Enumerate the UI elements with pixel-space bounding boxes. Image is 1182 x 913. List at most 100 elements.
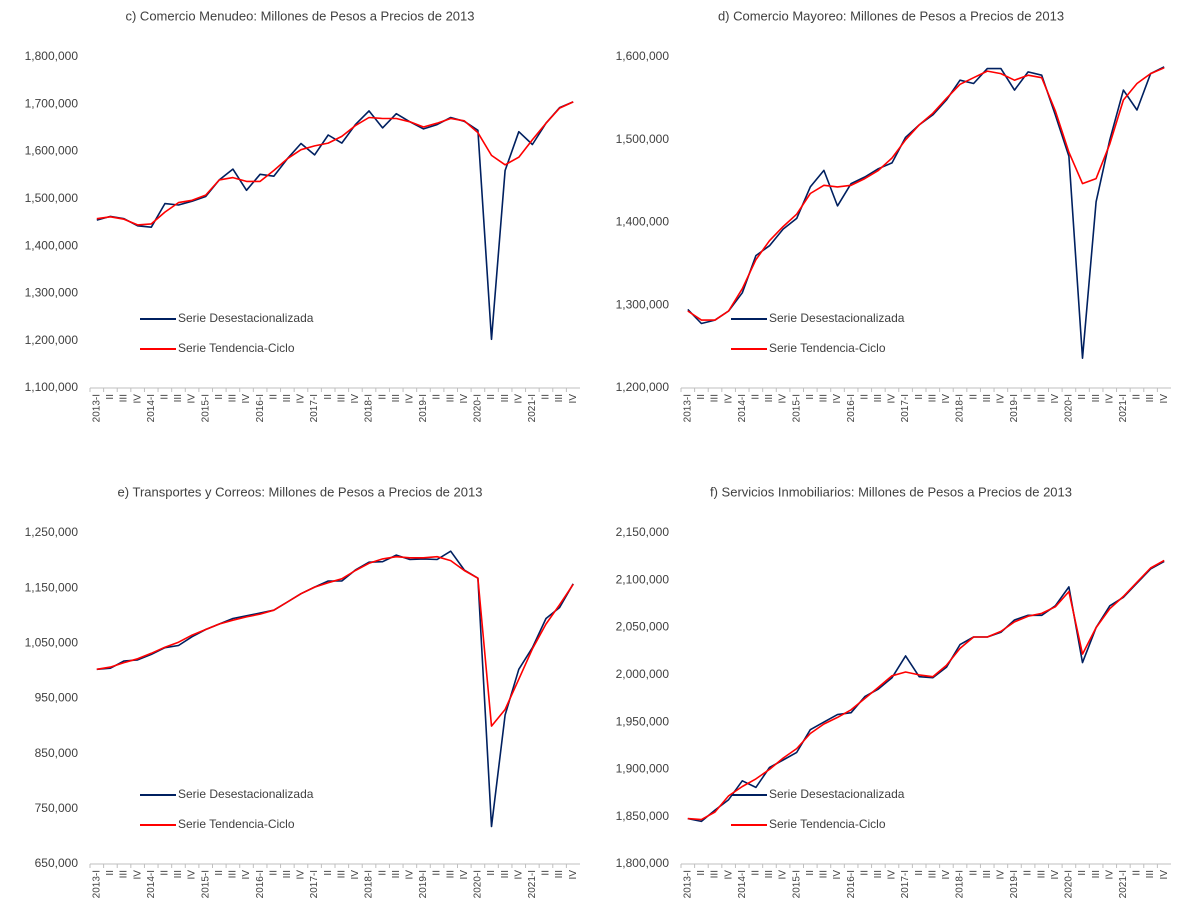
legend-label: Serie Tendencia-Ciclo: [769, 341, 886, 355]
series-line: [96, 101, 574, 341]
x-tick-label: III: [1091, 394, 1102, 402]
x-tick-label: II: [541, 870, 552, 876]
x-tick-label: 2017-I: [900, 870, 911, 898]
x-tick-label: 2013-I: [682, 870, 693, 898]
y-tick-label: 850,000: [35, 746, 79, 760]
y-tick-label: 1,800,000: [616, 856, 670, 870]
x-tick-label: III: [173, 870, 184, 878]
x-tick-label: III: [764, 870, 775, 878]
x-tick-label: IV: [459, 870, 470, 880]
x-tick-label: IV: [296, 870, 307, 880]
x-tick-label: II: [486, 394, 497, 400]
x-tick-label: II: [105, 870, 116, 876]
x-tick-label: III: [927, 394, 938, 402]
x-tick-label: II: [914, 870, 925, 876]
x-tick-label: III: [336, 394, 347, 402]
x-tick-label: IV: [405, 394, 416, 404]
x-tick-label: II: [160, 870, 171, 876]
legend-label: Serie Desestacionalizada: [769, 311, 905, 325]
y-tick-label: 1,800,000: [25, 49, 79, 63]
x-tick-label: IV: [241, 394, 252, 404]
x-tick-label: III: [819, 394, 830, 402]
x-tick-label: II: [805, 394, 816, 400]
x-tick-label: IV: [1050, 870, 1061, 880]
y-tick-label: 950,000: [35, 691, 79, 705]
x-tick-label: III: [1091, 870, 1102, 878]
x-tick-label: II: [1132, 870, 1143, 876]
x-tick-label: 2016-I: [846, 394, 857, 422]
x-tick-label: III: [282, 870, 293, 878]
series-line: [96, 555, 574, 727]
x-tick-label: II: [805, 870, 816, 876]
x-tick-label: IV: [1050, 394, 1061, 404]
x-tick-label: II: [432, 394, 443, 400]
legend-label: Serie Tendencia-Ciclo: [178, 341, 295, 355]
x-tick-label: II: [1023, 870, 1034, 876]
x-tick-label: II: [696, 870, 707, 876]
y-tick-label: 1,050,000: [25, 636, 79, 650]
y-tick-label: 2,150,000: [616, 525, 670, 539]
series-line: [96, 550, 574, 828]
x-tick-label: II: [1132, 394, 1143, 400]
x-tick-label: IV: [1104, 870, 1115, 880]
x-tick-label: III: [445, 870, 456, 878]
x-tick-label: 2015-I: [200, 394, 211, 422]
x-tick-label: III: [764, 394, 775, 402]
x-tick-label: II: [914, 394, 925, 400]
x-tick-label: II: [859, 870, 870, 876]
y-tick-label: 1,850,000: [616, 809, 670, 823]
x-tick-label: IV: [513, 870, 524, 880]
x-tick-label: III: [819, 870, 830, 878]
x-tick-label: III: [173, 394, 184, 402]
x-tick-label: IV: [1159, 394, 1170, 404]
y-tick-label: 750,000: [35, 801, 79, 815]
x-tick-label: 2018-I: [955, 870, 966, 898]
x-tick-label: IV: [513, 394, 524, 404]
x-tick-label: II: [486, 870, 497, 876]
x-tick-label: IV: [568, 394, 579, 404]
x-tick-label: 2016-I: [846, 870, 857, 898]
x-tick-label: II: [968, 394, 979, 400]
legend-label: Serie Tendencia-Ciclo: [769, 817, 886, 831]
x-tick-label: II: [696, 394, 707, 400]
x-tick-label: III: [982, 870, 993, 878]
x-tick-label: II: [160, 394, 171, 400]
y-tick-label: 2,050,000: [616, 620, 670, 634]
chart-title: d) Comercio Mayoreo: Millones de Pesos a…: [718, 8, 1064, 23]
y-tick-label: 1,200,000: [25, 333, 79, 347]
x-tick-label: 2014-I: [737, 394, 748, 422]
legend-label: Serie Desestacionalizada: [769, 787, 905, 801]
x-tick-label: 2020-I: [473, 394, 484, 422]
x-tick-label: III: [982, 394, 993, 402]
x-tick-label: III: [873, 870, 884, 878]
x-tick-label: IV: [832, 870, 843, 880]
x-tick-label: 2016-I: [255, 394, 266, 422]
x-tick-label: 2019-I: [1009, 394, 1020, 422]
legend-label: Serie Desestacionalizada: [178, 787, 314, 801]
y-tick-label: 1,400,000: [616, 215, 670, 229]
y-tick-label: 1,600,000: [616, 49, 670, 63]
x-tick-label: 2019-I: [1009, 870, 1020, 898]
x-tick-label: 2013-I: [682, 394, 693, 422]
x-tick-label: IV: [187, 870, 198, 880]
x-tick-label: III: [391, 870, 402, 878]
x-tick-label: IV: [1104, 394, 1115, 404]
x-tick-label: III: [554, 870, 565, 878]
x-tick-label: 2019-I: [418, 394, 429, 422]
x-tick-label: IV: [887, 394, 898, 404]
x-tick-label: II: [377, 394, 388, 400]
x-tick-label: II: [968, 870, 979, 876]
x-tick-label: 2020-I: [473, 870, 484, 898]
x-tick-label: III: [282, 394, 293, 402]
x-tick-label: II: [1023, 394, 1034, 400]
x-tick-label: IV: [241, 870, 252, 880]
x-tick-label: III: [873, 394, 884, 402]
y-tick-label: 1,200,000: [616, 380, 670, 394]
x-tick-label: IV: [459, 394, 470, 404]
x-tick-label: 2021-I: [1118, 394, 1129, 422]
x-tick-label: IV: [296, 394, 307, 404]
y-tick-label: 1,100,000: [25, 380, 79, 394]
x-tick-label: 2015-I: [791, 394, 802, 422]
x-tick-label: 2019-I: [418, 870, 429, 898]
x-tick-label: 2018-I: [364, 394, 375, 422]
